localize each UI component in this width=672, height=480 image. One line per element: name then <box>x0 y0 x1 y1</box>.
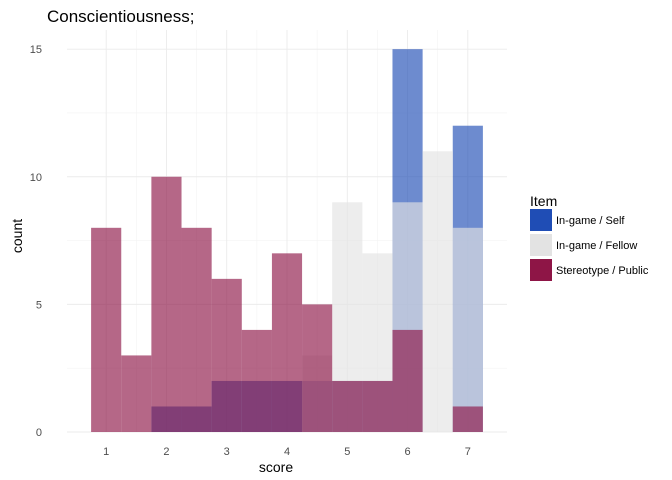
bar-stereotype-public <box>271 253 303 432</box>
bar-in-game-fellow <box>452 227 483 432</box>
histogram-bars <box>91 49 483 433</box>
x-axis-ticks: 1 2 3 4 5 6 7 <box>103 446 471 458</box>
bar-stereotype-public <box>332 380 363 432</box>
bar-stereotype-public <box>392 329 423 432</box>
bar-stereotype-public <box>241 329 272 432</box>
legend-label: Stereotype / Public <box>556 265 649 277</box>
bar-stereotype-public <box>91 227 122 432</box>
x-tick-label: 4 <box>284 446 290 458</box>
bar-stereotype-public <box>181 227 212 432</box>
chart-title: Conscientiousness; <box>47 7 194 26</box>
bar-stereotype-public <box>121 355 152 432</box>
legend-label: In-game / Fellow <box>556 240 637 252</box>
y-tick-label: 0 <box>36 427 42 439</box>
legend-title: Item <box>530 193 557 209</box>
y-tick-label: 15 <box>30 44 42 56</box>
legend-swatch <box>530 209 552 231</box>
bar-stereotype-public <box>211 278 242 432</box>
legend-items: In-game / Self In-game / Fellow Stereotype… <box>530 209 649 281</box>
bar-in-game-fellow <box>422 151 453 432</box>
x-axis-title: score <box>259 459 293 475</box>
y-axis-title: count <box>9 219 25 253</box>
bar-stereotype-public <box>302 304 333 432</box>
y-tick-label: 5 <box>36 299 42 311</box>
x-tick-label: 3 <box>224 446 230 458</box>
legend-swatch <box>530 234 552 256</box>
x-tick-label: 6 <box>404 446 410 458</box>
bar-stereotype-public <box>362 380 393 432</box>
legend-swatch <box>530 259 552 281</box>
legend-label: In-game / Self <box>556 215 625 227</box>
x-tick-label: 7 <box>465 446 471 458</box>
x-tick-label: 2 <box>163 446 169 458</box>
y-axis-ticks: 0 5 10 15 <box>30 44 42 439</box>
legend: Item In-game / Self In-game / Fellow Stere… <box>530 193 649 281</box>
x-tick-label: 5 <box>344 446 350 458</box>
y-tick-label: 10 <box>30 172 42 184</box>
bar-stereotype-public <box>151 176 182 432</box>
x-tick-label: 1 <box>103 446 109 458</box>
bar-stereotype-public <box>452 406 483 432</box>
